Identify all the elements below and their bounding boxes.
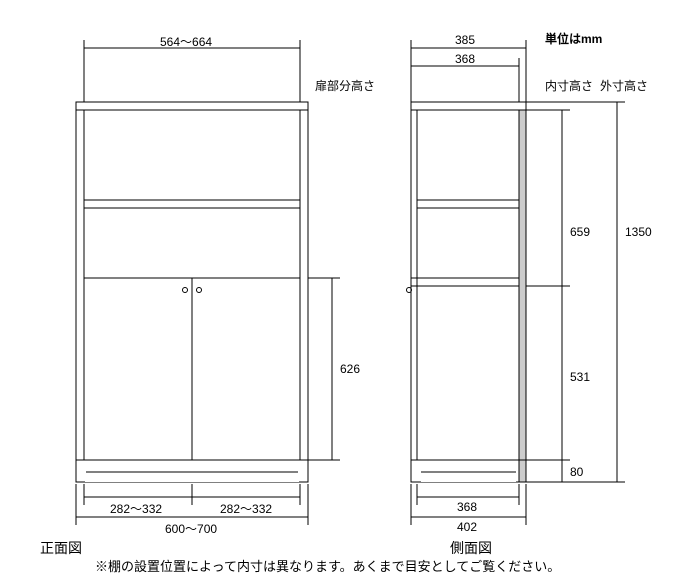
dim-side-base-inner: 80 [570, 465, 583, 479]
dim-side-bottom-outer: 402 [457, 520, 477, 534]
dim-front-inner-width: 564～664 [160, 33, 212, 50]
side-view-label: 側面図 [450, 538, 492, 558]
unit-label: 単位はmm [545, 30, 602, 47]
dim-side-inner-depth: 368 [455, 52, 475, 66]
dim-side-upper-inner: 659 [570, 225, 590, 239]
diagram-container: 単位はmm 扉部分高さ 内寸高さ 外寸高さ 564～664 626 282～33… [0, 0, 700, 571]
dim-front-right-door: 282～332 [220, 500, 272, 517]
dim-side-bottom-inner: 368 [457, 500, 477, 514]
inner-height-label: 内寸高さ [545, 77, 593, 94]
dim-front-left-door: 282～332 [110, 500, 162, 517]
dim-side-outer-height: 1350 [625, 225, 652, 239]
front-view-label: 正面図 [40, 538, 82, 558]
dim-front-outer-width: 600～700 [165, 520, 217, 537]
footnote: ※棚の設置位置によって内寸は異なります。あくまで目安としてご覧ください。 [95, 556, 560, 575]
dim-side-lower-inner: 531 [570, 370, 590, 384]
door-height-label: 扉部分高さ [315, 77, 375, 94]
dim-front-door-height: 626 [340, 362, 360, 376]
dim-side-top-depth: 385 [455, 33, 475, 47]
outer-height-label: 外寸高さ [600, 77, 648, 94]
